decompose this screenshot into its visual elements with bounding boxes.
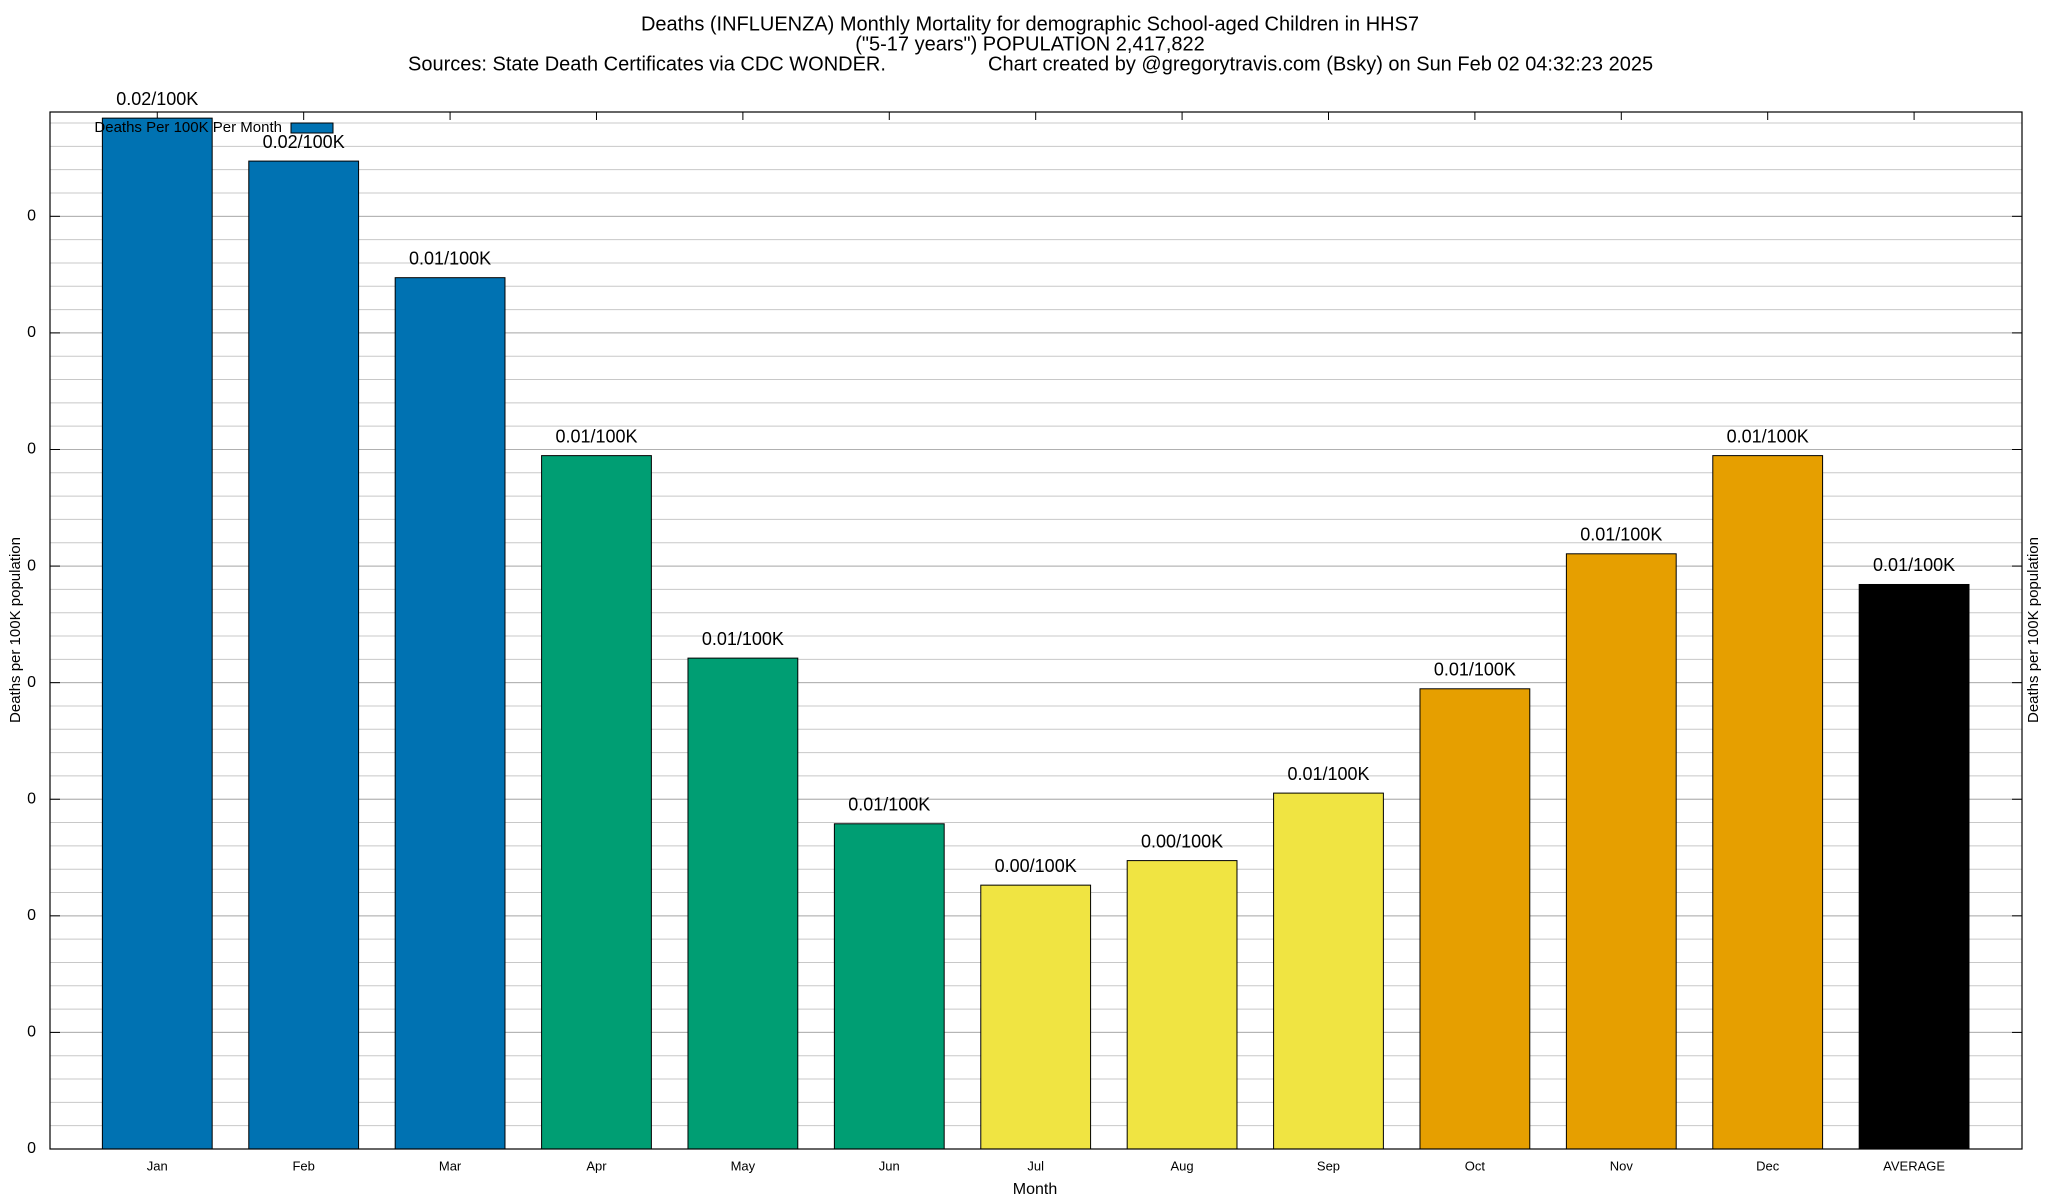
value-label: 0.02/100K [116,89,198,109]
y-tick-label: 0 [27,907,36,924]
value-label: 0.01/100K [1873,555,1955,575]
bar [833,823,945,1150]
y-tick-label: 0 [27,208,36,225]
bar [1126,860,1238,1150]
y2-axis-label: Deaths per 100K population [2025,537,2042,723]
x-tick-label: Aug [1171,1158,1194,1173]
x-axis-label: Month [1013,1181,1057,1198]
bar [394,277,506,1150]
y-tick-label: 0 [27,1140,36,1157]
x-tick-label: Sep [1317,1158,1340,1173]
value-label: 0.02/100K [263,132,345,152]
y-tick-label: 0 [27,790,36,807]
sources: Sources: State Death Certificates via CD… [408,53,886,75]
legend-swatch [290,122,334,134]
y-tick-label: 0 [27,324,36,341]
bar [1858,583,1970,1150]
bar [248,160,360,1150]
value-label: 0.01/100K [1434,660,1516,680]
bar [1273,792,1384,1150]
value-label: 0.01/100K [848,795,930,815]
y-tick-label: 0 [27,1024,36,1041]
credit: Chart created by @gregorytravis.com (Bsk… [988,53,1653,75]
x-tick-label: AVERAGE [1883,1158,1945,1173]
bar [101,117,213,1150]
chart-subtitle: ("5-17 years") POPULATION 2,417,822 [855,33,1205,55]
y-tick-label: 0 [27,674,36,691]
plot-frame [49,111,2023,1150]
chart-title: Deaths (INFLUENZA) Monthly Mortality for… [641,13,1419,35]
bar [687,657,799,1150]
value-label: 0.01/100K [409,248,491,268]
value-label: 0.00/100K [995,856,1077,876]
x-tick-label: Jan [147,1158,168,1173]
value-label: 0.01/100K [1727,426,1809,446]
bar [1419,688,1531,1150]
value-label: 0.01/100K [1580,525,1662,545]
bar [541,455,652,1150]
bar [1712,455,1824,1150]
value-label: 0.00/100K [1141,831,1223,851]
y-tick-label: 0 [27,557,36,574]
x-tick-label: Dec [1756,1158,1780,1173]
x-tick-label: Mar [439,1158,462,1173]
x-tick-label: May [731,1158,756,1173]
y-axis-label: Deaths per 100K population [7,537,24,723]
x-tick-label: Jul [1027,1158,1044,1173]
bar [980,884,1092,1150]
legend-label: Deaths Per 100K Per Month [94,119,282,136]
x-tick-label: Apr [586,1158,607,1173]
x-tick-label: Nov [1610,1158,1634,1173]
value-label: 0.01/100K [1287,764,1369,784]
value-label: 0.01/100K [555,426,637,446]
x-tick-label: Feb [292,1158,314,1173]
x-tick-label: Jun [879,1158,900,1173]
x-tick-label: Oct [1465,1158,1486,1173]
bar [1565,553,1677,1150]
y-tick-label: 0 [27,441,36,458]
value-label: 0.01/100K [702,629,784,649]
